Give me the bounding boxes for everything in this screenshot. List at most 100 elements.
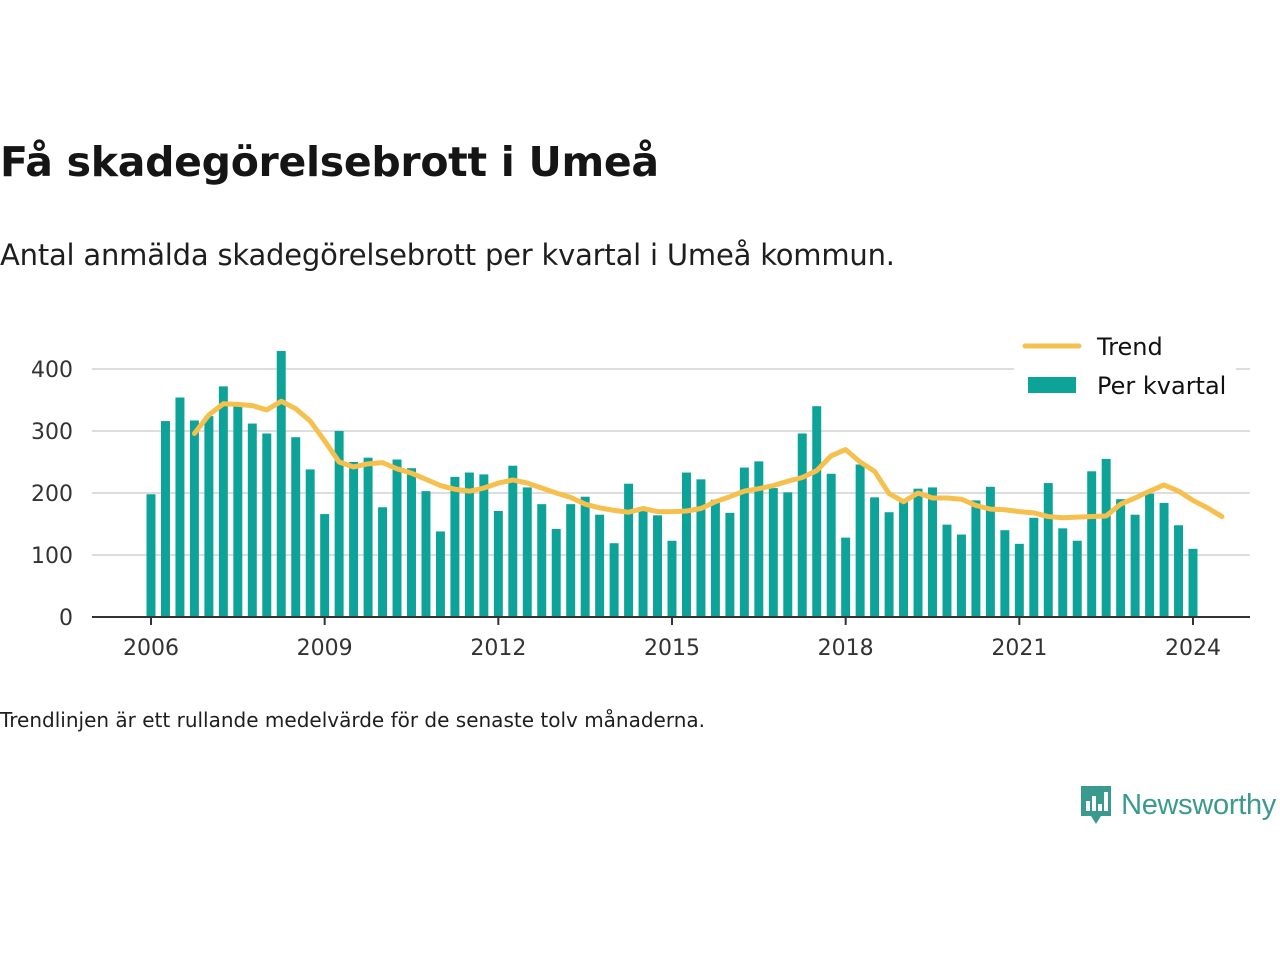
x-tick-label: 2021 [991,636,1047,661]
x-tick-label: 2015 [644,636,700,661]
bar [1000,530,1010,617]
bar [1058,528,1068,617]
bar [942,524,952,617]
legend-bar-label: Per kvartal [1097,372,1226,400]
bar [1130,514,1140,617]
bar [522,487,532,617]
bar [870,497,880,617]
legend-bar-swatch [1028,377,1076,393]
bar [826,473,836,617]
bar [537,504,547,617]
bar [435,531,445,617]
bar [797,433,807,617]
chart-subtitle: Antal anmälda skadegörelsebrott per kvar… [0,238,895,272]
trend-line [191,398,1225,521]
bar [739,467,749,617]
bar [624,483,634,617]
y-tick-label: 200 [31,482,73,507]
bar [884,512,894,617]
bar [464,472,474,617]
bar [349,462,359,617]
bar [218,386,228,617]
bar [985,486,995,617]
bar [696,479,706,617]
bar [653,515,663,617]
bar [262,433,272,617]
bar [378,507,388,617]
bar [783,492,793,617]
bar [899,501,909,617]
bar [1087,471,1097,617]
bar [305,469,315,617]
bar [1145,493,1155,617]
bar [928,487,937,617]
bar [768,488,778,617]
bar [580,496,590,617]
bar [595,514,605,617]
bar [291,437,301,617]
bar [1116,499,1126,617]
bar [1188,548,1198,617]
y-tick-label: 0 [59,606,73,631]
y-tick-label: 300 [31,420,73,445]
x-axis-ticks: 2006 2009 2012 2015 2018 2021 2024 [123,617,1221,661]
bar [855,464,865,617]
bar [1029,517,1039,617]
bar [146,494,156,617]
footnote: Trendlinjen är ett rullande medelvärde f… [0,708,706,732]
y-tick-label: 400 [31,358,73,383]
bar [1174,525,1184,617]
newsworthy-logo-icon [1081,786,1112,824]
bar [754,461,764,617]
legend: Trend Per kvartal [1014,330,1236,406]
bar [493,510,503,617]
bar [508,465,518,617]
bar [392,459,402,617]
brand-logo[interactable]: Newsworthy [1079,784,1276,826]
bar [160,421,170,617]
x-tick-label: 2009 [297,636,353,661]
bar [956,534,966,617]
bar [1043,483,1053,617]
brand-name: Newsworthy [1121,788,1276,821]
bar [204,416,214,617]
bar [450,476,460,617]
bar [421,491,431,617]
bar [1072,540,1082,617]
bar [233,405,243,617]
x-tick-label: 2012 [470,636,526,661]
bar [609,543,619,617]
bar-series-per-kvartal [146,351,1198,617]
bar [551,528,561,617]
legend-background [1014,330,1236,406]
bar [175,397,185,617]
x-tick-label: 2018 [818,636,874,661]
y-tick-label: 100 [31,544,73,569]
bar [725,512,735,617]
bar [479,474,489,617]
bar [841,537,851,617]
bar [276,351,286,617]
bar [189,420,199,617]
chart-title: Få skadegörelsebrott i Umeå [0,138,659,186]
bar [407,468,416,617]
bar [1014,543,1024,617]
bar [638,510,648,617]
chart-area: 2006 2009 2012 2015 2018 2021 2024 0 100 200 300 4… [31,330,1250,661]
bar [710,499,720,617]
bar [1101,458,1111,617]
bar [363,457,373,617]
y-axis-ticks: 0 100 200 300 400 [31,358,73,631]
bar [812,406,822,617]
legend-trend-label: Trend [1096,333,1163,361]
bar [566,504,576,617]
bar [320,514,330,617]
bar [667,540,677,617]
x-tick-label: 2024 [1165,636,1221,661]
x-tick-label: 2006 [123,636,179,661]
bar [1159,502,1169,617]
bar [681,472,691,617]
bar [334,431,344,617]
bar [247,423,257,617]
bar [971,500,981,617]
